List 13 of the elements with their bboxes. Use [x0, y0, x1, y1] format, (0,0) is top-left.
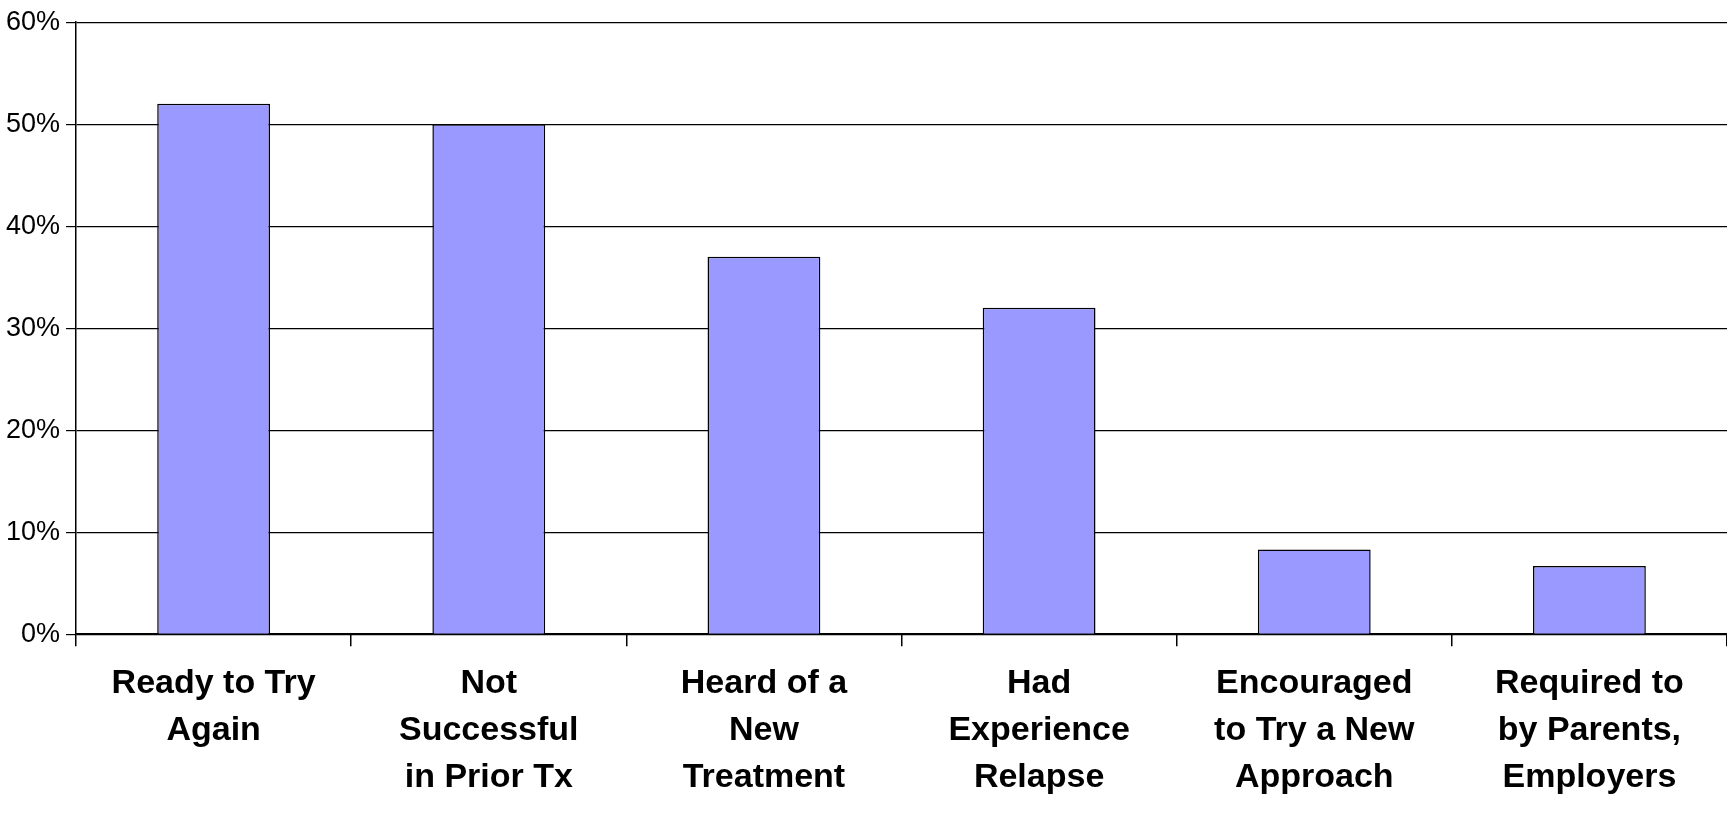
x-tick-label: Heard of a New Treatment	[680, 662, 849, 794]
y-tick-label: 30%	[5, 311, 61, 342]
x-tick-label: Had Experience Relapse	[948, 662, 1130, 794]
y-tick-label: 0%	[21, 617, 61, 648]
y-tick-label: 40%	[5, 209, 61, 240]
y-tick-label: 60%	[5, 5, 61, 36]
y-tick-label: 10%	[5, 515, 61, 546]
y-tick-label: 20%	[5, 413, 61, 444]
x-tick-label: Required to by Parents, Employers	[1494, 662, 1684, 794]
x-tick-label: Encouraged to Try a New Approach	[1214, 662, 1415, 794]
y-tick-label: 50%	[5, 107, 61, 138]
x-tick-label: Ready to Try Again	[111, 662, 316, 747]
x-tick-label: Not Successful in Prior Tx	[399, 662, 579, 794]
